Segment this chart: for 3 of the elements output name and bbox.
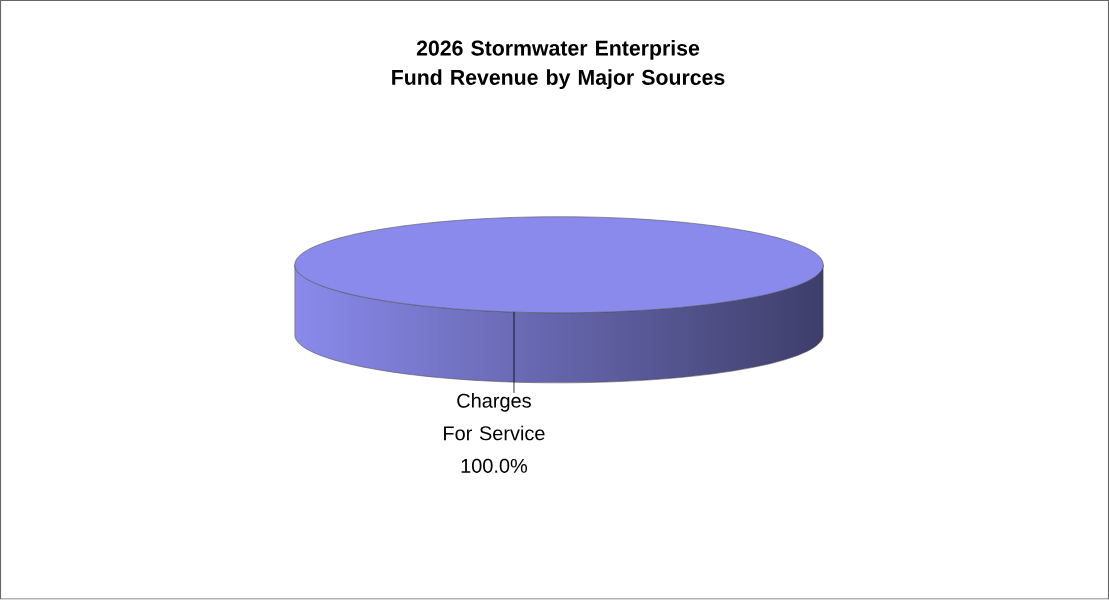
chart-title: 2026 Stormwater Enterprise Fund Revenue by Major Sources [392,40,725,90]
data-label: 100.0% [461,458,528,474]
slice-label: Charges For Service [444,393,545,441]
